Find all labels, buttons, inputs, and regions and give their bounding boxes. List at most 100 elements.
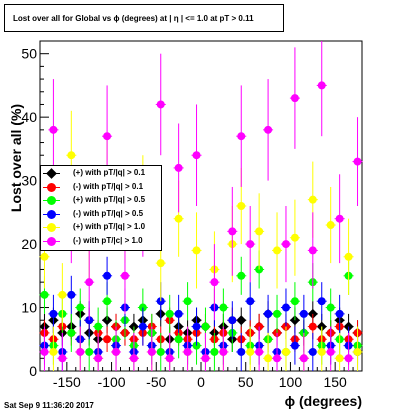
data-point [237,202,246,210]
data-point [40,290,49,299]
data-point [246,347,255,356]
data-point [156,100,165,109]
title-box: Lost over all for Global vs ϕ (degrees) … [4,4,284,32]
data-point [156,347,165,356]
legend-marker [47,223,56,233]
data-point [255,347,264,356]
data-point [236,315,247,326]
legend-entry: (+) with pT/|q| > 0.1 [41,167,161,180]
data-point [103,297,112,306]
data-point [290,297,299,306]
data-point [165,354,174,363]
x-tick-label: 150 [323,374,347,390]
data-point [67,328,76,337]
axis-ticks: -150 -100 -50 0 50 100 150 0 10 20 30 40 50 [21,40,363,390]
data-point [273,246,282,255]
legend-marker [47,237,56,246]
data-point [344,252,353,261]
data-point [353,157,362,166]
data-point [290,341,299,350]
x-tick-label: -100 [98,374,126,390]
data-point [308,347,317,356]
y-tick-label: 50 [21,46,37,62]
legend: (+) with pT/|q| > 0.1 (-) with pT/|q| > 0… [40,165,162,251]
data-point [112,347,121,356]
data-point [281,347,290,356]
data-point [201,322,210,331]
data-point [174,163,183,172]
data-point [299,354,308,363]
data-point [237,347,246,356]
data-point [58,354,67,363]
data-point [228,316,237,325]
data-point [210,278,219,287]
data-point [192,151,201,160]
data-point [40,252,49,261]
footer-timestamp: Sat Sep 9 11:36:20 2017 [4,401,94,410]
data-point [49,309,58,318]
data-point [326,303,335,312]
data-point [264,309,273,318]
data-point [174,335,183,344]
data-point [246,240,255,249]
data-point [76,303,85,312]
data-point [129,354,138,363]
legend-marker [47,182,56,192]
legend-entry: (-) with pT/|q| > 0.5 [41,208,161,221]
legend-entry: (-) with pT/|c| > 1.0 [41,235,161,248]
data-point [85,278,94,287]
data-point [67,151,76,160]
legend-marker [47,209,56,219]
y-tick-label: 40 [21,109,37,125]
data-point [94,322,103,331]
legend-entry: (+) with pT/|q| > 1.0 [41,221,161,234]
y-tick-label: 20 [21,236,37,252]
y-tick-label: 10 [21,300,37,316]
legend-marker [47,196,56,206]
data-point [174,309,183,318]
data-point [281,240,290,249]
x-tick-label: 100 [279,374,303,390]
y-tick-label: 30 [21,173,37,189]
legend-entry: (-) with pT/|q| > 0.1 [41,181,161,194]
data-point [174,214,183,223]
data-point [281,303,290,312]
data-point [192,246,201,255]
data-point [273,309,282,318]
data-point [120,271,129,280]
data-point [49,347,58,356]
data-point [192,322,201,331]
data-point [264,125,273,134]
data-point [317,297,326,306]
x-tick-label: -150 [53,374,81,390]
chart-title: Lost over all for Global vs ϕ (degrees) … [13,14,254,23]
data-point [326,347,335,356]
data-point [40,347,49,356]
data-series [39,41,363,371]
x-tick-label: 0 [197,374,205,390]
data-point [49,125,58,134]
data-point [273,354,282,363]
legend-label: (-) with pT/|c| > 1.0 [73,236,143,245]
data-point [308,195,317,204]
data-point [76,347,85,356]
data-point [183,347,192,356]
data-point [201,354,210,363]
data-point [317,347,326,356]
data-point [228,227,237,236]
data-point [299,309,308,318]
data-point [344,354,353,363]
data-point [335,309,344,318]
data-point [183,297,192,306]
data-point [255,227,264,236]
data-point [58,290,67,299]
data-point [317,81,326,90]
y-tick-label: 0 [29,363,37,379]
data-point [67,290,76,299]
data-point [210,347,219,356]
data-point [103,132,112,141]
legend-entry: (+) with pT/|q| > 0.5 [41,194,161,207]
data-point [264,354,273,363]
y-axis-label: Lost over all (%) [8,104,24,212]
